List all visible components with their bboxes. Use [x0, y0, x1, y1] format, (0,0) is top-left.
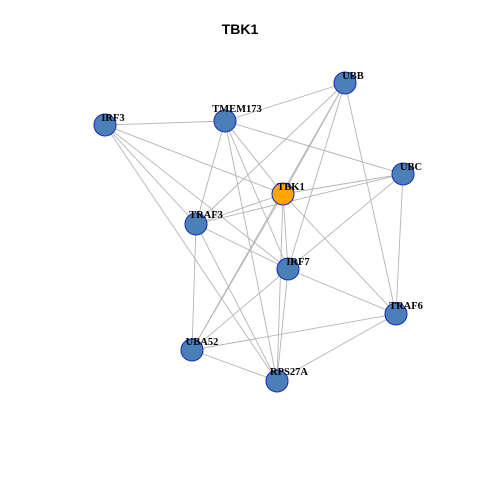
edge-tbk1-uba52: [191, 193, 284, 351]
edge-ubc-traf6: [395, 173, 404, 315]
edge-traf3-rps27a: [195, 223, 278, 382]
node-circle: [333, 71, 357, 95]
edge-irf7-traf6: [287, 268, 397, 315]
node-label: TBK1: [277, 182, 304, 193]
node-circle: [391, 162, 415, 186]
edge-tmem173-ubb: [224, 82, 346, 122]
node-circle: [184, 212, 208, 236]
edge-irf7-uba52: [191, 268, 289, 351]
node-traf6: TRAF6: [384, 301, 423, 326]
node-tbk1: TBK1: [271, 182, 305, 206]
edge-tmem173-ubc: [224, 120, 404, 175]
node-tmem173: TMEM173: [212, 104, 262, 133]
node-label: UBC: [400, 162, 422, 173]
node-label: UBA52: [186, 337, 219, 348]
node-label: IRF7: [286, 257, 309, 268]
node-circle: [384, 302, 408, 326]
edge-ubc-traf3: [195, 173, 404, 225]
node-circle: [213, 109, 237, 133]
edge-irf3-rps27a: [104, 124, 278, 382]
node-label: UBB: [342, 71, 364, 82]
edge-ubb-irf7: [287, 82, 346, 270]
edge-irf3-traf3: [104, 124, 197, 225]
node-traf3: TRAF3: [184, 210, 223, 236]
edge-tbk1-traf3: [195, 193, 284, 225]
edge-layer: [104, 82, 404, 382]
node-label: TRAF3: [189, 210, 223, 221]
edge-traf3-irf7: [195, 223, 289, 270]
edge-ubb-traf3: [195, 82, 346, 225]
node-layer: UBB TMEM173 IRF3 UBC TBK1 TRAF3 IRF7 TRAF6 UBA52…: [93, 71, 423, 393]
node-circle: [276, 257, 300, 281]
edge-tmem173-irf3: [104, 120, 226, 126]
node-irf7: IRF7: [276, 257, 310, 281]
edge-tbk1-rps27a: [276, 193, 284, 382]
node-irf3: IRF3: [93, 113, 125, 137]
node-circle: [271, 182, 295, 206]
node-circle: [265, 369, 289, 393]
edge-tmem173-traf3: [195, 120, 226, 225]
node-label: TRAF6: [389, 301, 423, 312]
edge-ubc-tbk1: [282, 173, 404, 195]
node-label: RPS27A: [270, 367, 308, 378]
node-ubc: UBC: [391, 162, 422, 186]
node-circle: [180, 338, 204, 362]
edge-uba52-rps27a: [191, 349, 278, 382]
edge-irf3-tbk1: [104, 124, 284, 195]
edge-irf3-irf7: [104, 124, 289, 270]
edge-ubb-traf6: [344, 82, 397, 315]
node-label: TMEM173: [212, 104, 262, 115]
node-label: IRF3: [101, 113, 124, 124]
edge-tbk1-irf7: [282, 193, 289, 270]
diagram-title: TBK1: [221, 21, 259, 37]
edge-tmem173-tbk1: [224, 120, 284, 195]
edge-traf6-uba52: [191, 313, 397, 351]
node-ubb: UBB: [333, 71, 364, 95]
edge-tbk1-traf6: [282, 193, 397, 315]
node-uba52: UBA52: [180, 337, 219, 362]
node-rps27a: RPS27A: [265, 367, 308, 393]
edge-irf7-rps27a: [276, 268, 289, 382]
edge-ubc-irf7: [287, 173, 404, 270]
edge-tmem173-irf7: [224, 120, 289, 270]
edge-traf6-rps27a: [276, 313, 397, 382]
node-circle: [93, 113, 117, 137]
edge-traf3-uba52: [191, 223, 197, 351]
